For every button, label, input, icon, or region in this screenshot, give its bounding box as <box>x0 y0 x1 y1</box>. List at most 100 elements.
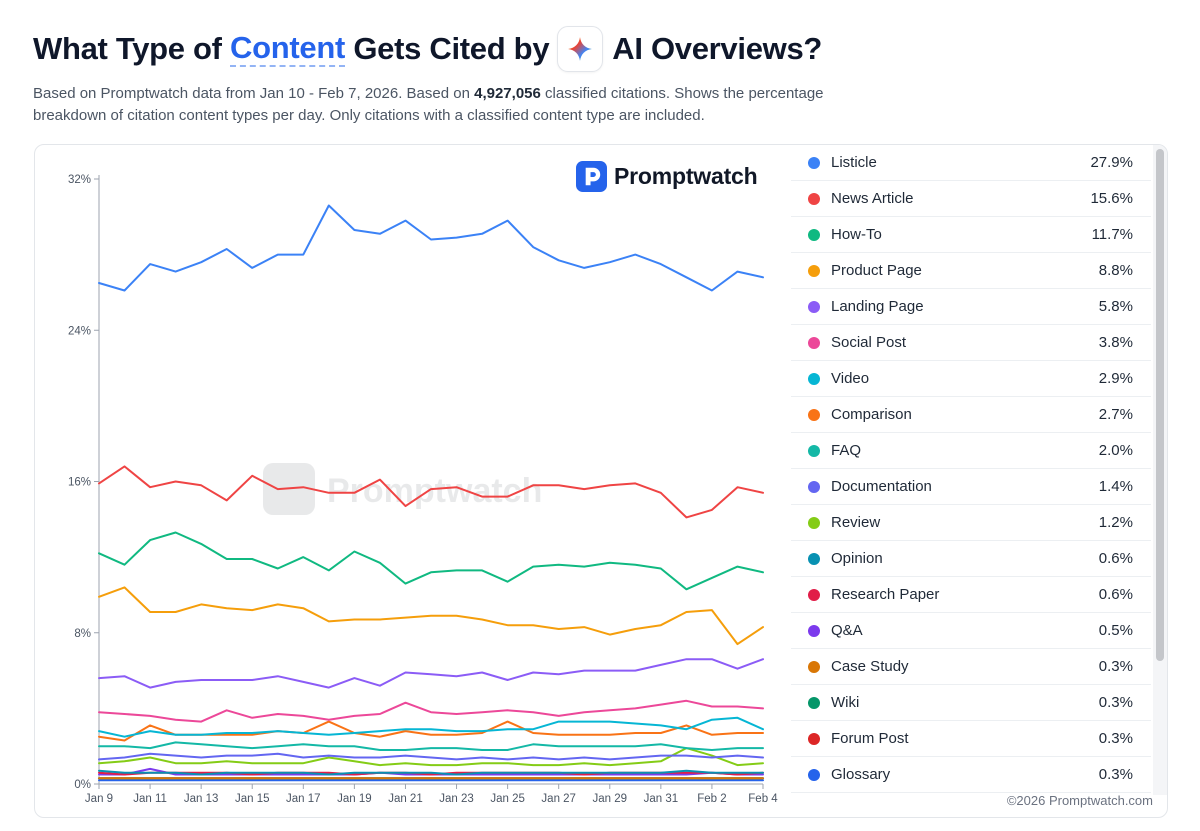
copyright: ©2026 Promptwatch.com <box>1006 793 1153 808</box>
legend-item-landing-page[interactable]: Landing Page 5.8% <box>791 289 1151 325</box>
legend-item-value: 0.5% <box>1098 622 1133 639</box>
legend-item-news-article[interactable]: News Article 15.6% <box>791 181 1151 217</box>
legend-item-value: 0.3% <box>1098 658 1133 675</box>
y-tick-label: 32% <box>68 174 91 186</box>
legend-item-value: 3.8% <box>1098 334 1133 351</box>
y-tick-label: 24% <box>68 325 91 337</box>
legend-color-dot <box>808 228 820 241</box>
legend-color-dot <box>808 624 820 637</box>
subtitle-part-2: classified citations. Shows the percenta… <box>33 85 824 124</box>
legend-item-video[interactable]: Video 2.9% <box>791 361 1151 397</box>
legend-item-label: Forum Post <box>831 730 909 747</box>
title-part-2: Gets Cited by <box>353 31 550 66</box>
legend-item-value: 27.9% <box>1090 154 1133 171</box>
x-tick-label: Feb 4 <box>748 793 778 805</box>
legend-color-dot <box>808 336 820 349</box>
legend-color-dot <box>808 732 820 745</box>
legend-item-label: Landing Page <box>831 298 924 315</box>
y-tick-label: 8% <box>74 628 91 640</box>
chart-card: Promptwatch 0% 8% 16% 24% 32% Jan 9 Jan 11 Jan … <box>34 144 1168 818</box>
legend-item-case-study[interactable]: Case Study 0.3% <box>791 649 1151 685</box>
x-tick-label: Jan 23 <box>439 793 474 805</box>
legend-item-documentation[interactable]: Documentation 1.4% <box>791 469 1151 505</box>
legend-item-value: 0.3% <box>1098 694 1133 711</box>
legend-item-value: 2.7% <box>1098 406 1133 423</box>
title-highlight-link[interactable]: Content <box>230 30 345 68</box>
x-tick-label: Jan 31 <box>644 793 679 805</box>
series-line-faq[interactable] <box>98 741 764 751</box>
legend: Listicle 27.9% News Article 15.6% How-To 11.7… <box>791 145 1151 795</box>
watermark-text: Promptwatch <box>327 472 542 510</box>
legend-item-value: 1.2% <box>1098 514 1133 531</box>
y-tick-label: 16% <box>68 477 91 489</box>
legend-scrollbar[interactable] <box>1153 145 1167 795</box>
x-tick-label: Jan 13 <box>184 793 219 805</box>
title-part-1: What Type of <box>33 31 222 66</box>
legend-item-label: Listicle <box>831 154 877 171</box>
subtitle: Based on Promptwatch data from Jan 10 - … <box>33 83 853 127</box>
legend-item-q-a[interactable]: Q&A 0.5% <box>791 613 1151 649</box>
watermark: Promptwatch <box>263 463 542 515</box>
legend-item-how-to[interactable]: How-To 11.7% <box>791 217 1151 253</box>
legend-color-dot <box>808 696 820 709</box>
legend-item-glossary[interactable]: Glossary 0.3% <box>791 757 1151 793</box>
legend-item-label: Video <box>831 370 870 387</box>
legend-item-listicle[interactable]: Listicle 27.9% <box>791 145 1151 181</box>
brand-logo: Promptwatch <box>576 161 758 192</box>
legend-item-label: Opinion <box>831 550 883 567</box>
legend-item-label: Social Post <box>831 334 907 351</box>
legend-item-label: Research Paper <box>831 586 940 603</box>
series-line-landing-page[interactable] <box>98 658 764 689</box>
x-tick-label: Jan 17 <box>286 793 321 805</box>
legend-item-faq[interactable]: FAQ 2.0% <box>791 433 1151 469</box>
legend-item-review[interactable]: Review 1.2% <box>791 505 1151 541</box>
legend-item-value: 0.3% <box>1098 730 1133 747</box>
legend-color-dot <box>808 444 820 457</box>
x-tick-label: Jan 27 <box>541 793 576 805</box>
series-line-social-post[interactable] <box>98 699 764 723</box>
series-line-opinion[interactable] <box>98 769 764 776</box>
legend-item-label: Glossary <box>831 766 891 783</box>
series-line-comparison[interactable] <box>98 720 764 742</box>
y-tick-label: 0% <box>74 779 91 791</box>
legend-item-label: Review <box>831 514 881 531</box>
series-line-review[interactable] <box>98 747 764 767</box>
series-line-how-to[interactable] <box>98 531 764 591</box>
legend-color-dot <box>808 588 820 601</box>
legend-item-label: How-To <box>831 226 882 243</box>
legend-item-value: 0.3% <box>1098 766 1133 783</box>
legend-item-label: Documentation <box>831 478 932 495</box>
legend-color-dot <box>808 552 820 565</box>
legend-item-value: 2.0% <box>1098 442 1133 459</box>
x-tick-label: Jan 19 <box>337 793 372 805</box>
series-line-product-page[interactable] <box>98 586 764 646</box>
legend-item-label: Wiki <box>831 694 860 711</box>
x-tick-label: Jan 9 <box>85 793 113 805</box>
legend-item-value: 0.6% <box>1098 586 1133 603</box>
legend-item-label: Q&A <box>831 622 863 639</box>
legend-item-wiki[interactable]: Wiki 0.3% <box>791 685 1151 721</box>
page-title: What Type of Content Gets Cited by AI Ov… <box>33 26 822 72</box>
legend-color-dot <box>808 768 820 781</box>
legend-item-social-post[interactable]: Social Post 3.8% <box>791 325 1151 361</box>
series-line-listicle[interactable] <box>98 204 764 292</box>
title-part-3: AI Overviews? <box>612 31 823 66</box>
legend-item-opinion[interactable]: Opinion 0.6% <box>791 541 1151 577</box>
legend-item-value: 2.9% <box>1098 370 1133 387</box>
series-line-documentation[interactable] <box>98 752 764 761</box>
legend-item-label: Case Study <box>831 658 909 675</box>
legend-color-dot <box>808 300 820 313</box>
legend-scrollbar-thumb[interactable] <box>1156 149 1164 661</box>
gemini-sparkle-icon <box>557 26 604 72</box>
legend-item-product-page[interactable]: Product Page 8.8% <box>791 253 1151 289</box>
legend-item-research-paper[interactable]: Research Paper 0.6% <box>791 577 1151 613</box>
legend-item-value: 11.7% <box>1091 226 1133 243</box>
legend-color-dot <box>808 408 820 421</box>
legend-item-label: Product Page <box>831 262 922 279</box>
legend-item-value: 1.4% <box>1098 478 1133 495</box>
series-line-news-article[interactable] <box>98 465 764 519</box>
line-chart: Promptwatch 0% 8% 16% 24% 32% Jan 9 Jan 11 Jan … <box>68 174 778 805</box>
series-line-video[interactable] <box>98 716 764 738</box>
legend-item-forum-post[interactable]: Forum Post 0.3% <box>791 721 1151 757</box>
legend-item-comparison[interactable]: Comparison 2.7% <box>791 397 1151 433</box>
